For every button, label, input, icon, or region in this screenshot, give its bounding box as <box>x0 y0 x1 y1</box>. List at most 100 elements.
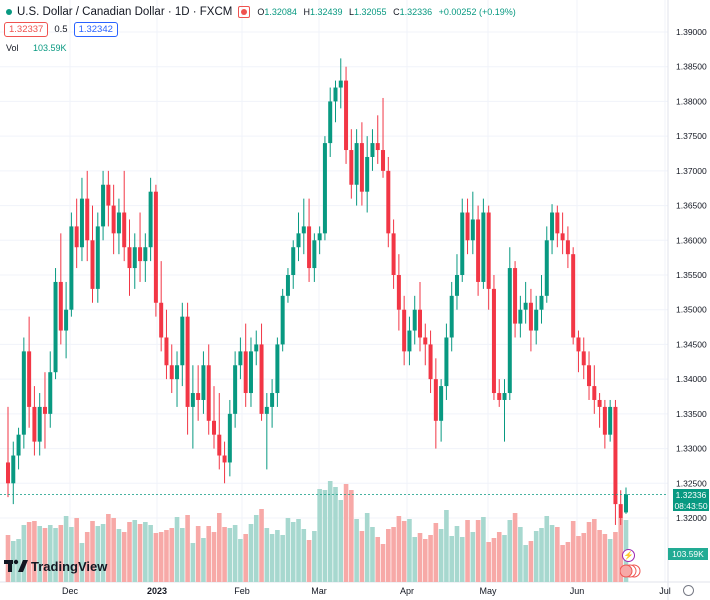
volume-bar <box>502 535 507 582</box>
candle-body <box>523 302 528 310</box>
time-axis[interactable]: Dec 2023 Feb Mar Apr May Jun Jul <box>62 586 671 596</box>
candle-body <box>85 198 90 241</box>
eye-icon[interactable] <box>238 6 251 18</box>
candle-body <box>79 198 84 248</box>
tradingview-logo[interactable]: TradingView <box>4 558 107 574</box>
volume-bar <box>248 524 254 582</box>
candle-body <box>32 406 37 442</box>
candle-body <box>386 170 391 234</box>
symbol-title[interactable]: U.S. Dollar / Canadian Dollar · 1D · FXC… <box>17 6 233 18</box>
volume-bar <box>5 535 11 582</box>
candle-body <box>439 386 444 421</box>
volume-bar <box>407 519 412 582</box>
price-candles <box>6 58 628 525</box>
volume-bar <box>232 525 238 582</box>
candle-body <box>116 212 121 234</box>
volume-bar <box>349 490 354 582</box>
candle-body <box>497 393 502 400</box>
volume-bar <box>386 529 391 582</box>
volume-bar <box>106 514 111 582</box>
volume-bar <box>512 513 518 582</box>
volume-bar <box>206 526 212 582</box>
candle-body <box>597 399 602 407</box>
volume-bar <box>465 520 470 582</box>
volume-bar <box>201 538 206 582</box>
candle-body <box>238 351 243 366</box>
volume-bar <box>518 527 523 582</box>
candle-body <box>349 150 354 185</box>
open-value: 1.32084 <box>264 7 297 17</box>
candle-body <box>454 275 459 296</box>
candle-body <box>138 247 143 262</box>
candle-body <box>248 351 253 394</box>
candle-body <box>544 240 549 296</box>
price-tick-label: 1.37000 <box>676 166 707 176</box>
candle-body <box>307 226 312 269</box>
volume-bar <box>158 532 164 582</box>
candle-body <box>491 288 496 394</box>
price-tick-label: 1.36500 <box>676 201 707 211</box>
settings-icon[interactable] <box>683 585 694 596</box>
tradingview-logo-icon <box>4 559 28 572</box>
volume-bar <box>174 517 180 582</box>
candle-body <box>592 386 597 400</box>
volume-bar <box>380 544 386 582</box>
close-key: C <box>393 7 400 17</box>
candle-body <box>391 233 396 275</box>
time-tick-label: Feb <box>234 586 250 596</box>
candle-body <box>502 393 507 400</box>
volume-bar <box>280 535 285 582</box>
candle-body <box>407 330 412 352</box>
volume-bar <box>32 521 37 582</box>
candle-body <box>222 455 227 463</box>
candle-body <box>48 372 53 414</box>
volume-bar <box>290 522 296 582</box>
volume-bar <box>343 484 349 582</box>
volume-bar <box>618 518 624 582</box>
candle-body <box>402 309 407 352</box>
buy-button[interactable]: 1.32342 <box>73 22 118 37</box>
price-tick-label: 1.39000 <box>676 27 707 37</box>
volume-bar <box>523 545 528 582</box>
volume-bar <box>570 521 576 582</box>
volume-bar <box>84 532 90 582</box>
candle-body <box>148 191 153 248</box>
volume-bar <box>132 520 138 582</box>
candle-body <box>16 434 21 456</box>
volume-bar <box>275 530 280 582</box>
candle-body <box>233 365 238 414</box>
candle-body <box>513 268 518 324</box>
volume-bar <box>74 518 79 582</box>
close-value: 1.32336 <box>399 7 433 17</box>
candle-body <box>291 247 296 275</box>
candle-body <box>550 212 555 241</box>
candle-body <box>618 504 623 518</box>
volume-bar <box>412 537 418 582</box>
volume-bar <box>190 543 196 582</box>
candle-body <box>396 275 401 310</box>
price-tick-label: 1.37500 <box>676 131 707 141</box>
volume-bar <box>42 528 48 582</box>
candle-body <box>460 212 465 275</box>
time-tick-label: 2023 <box>147 586 167 596</box>
volume-bar <box>359 531 365 582</box>
candle-body <box>106 184 111 206</box>
lightning-icon[interactable]: ⚡ <box>622 549 635 562</box>
price-axis[interactable]: 1.39000 1.38500 1.38000 1.37500 1.37000 1.365… <box>676 27 707 523</box>
time-tick-label: May <box>479 586 497 596</box>
candle-body <box>423 337 428 345</box>
candle-body <box>428 344 433 380</box>
price-tick-label: 1.33000 <box>676 444 707 454</box>
event-flags-icon[interactable] <box>620 564 642 578</box>
candle-body <box>196 393 201 400</box>
price-tick-label: 1.38000 <box>676 96 707 106</box>
volume-bar <box>317 489 322 582</box>
candle-body <box>333 87 338 102</box>
sell-button[interactable]: 1.32337 <box>4 22 49 37</box>
volume-bar <box>222 527 227 582</box>
volume-bar <box>264 528 270 582</box>
volume-bar <box>507 520 513 582</box>
volume-bar <box>238 539 243 582</box>
